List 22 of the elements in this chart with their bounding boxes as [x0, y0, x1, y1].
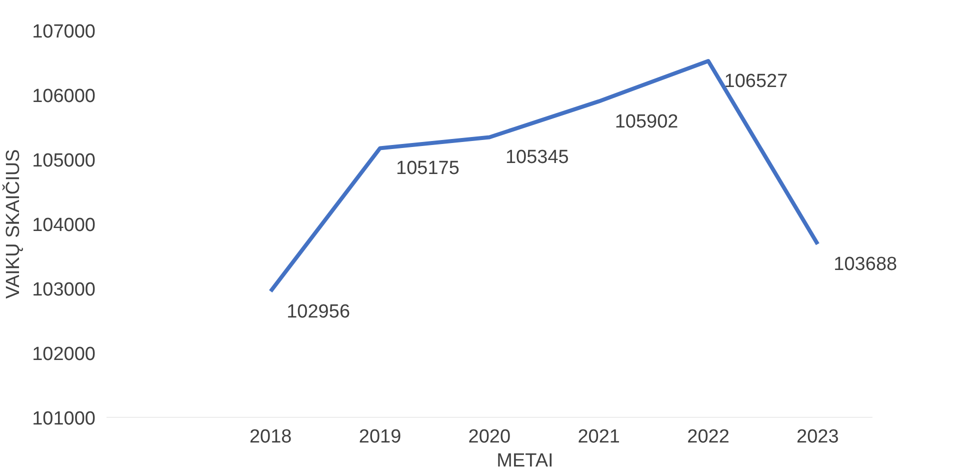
- data-label: 105345: [505, 147, 569, 168]
- data-label: 102956: [286, 301, 350, 322]
- x-tick-label: 2019: [358, 426, 402, 448]
- x-tick-label: 2021: [578, 426, 620, 448]
- y-tick-label: 102000: [32, 344, 96, 365]
- y-tick-label: 107000: [32, 22, 96, 42]
- x-tick-label: 2018: [249, 426, 292, 448]
- data-label: 105902: [614, 111, 678, 132]
- x-tick-label: 2023: [796, 426, 839, 448]
- y-tick-label: 101000: [32, 408, 96, 430]
- y-axis-title: VAIKŲ SKAIČIUS: [2, 149, 24, 299]
- line-series: [268, 59, 820, 294]
- y-tick-label: 105000: [32, 150, 96, 172]
- data-label: 106527: [724, 71, 788, 92]
- y-tick-label: 104000: [32, 215, 96, 236]
- y-tick-label: 106000: [32, 86, 96, 107]
- x-tick-label: 2022: [687, 426, 730, 448]
- y-tick-label: 103000: [32, 280, 96, 300]
- data-label: 105175: [396, 158, 460, 180]
- x-tick-label: 2020: [468, 426, 511, 448]
- x-axis-title: METAI: [496, 450, 554, 472]
- data-label: 103688: [834, 254, 898, 276]
